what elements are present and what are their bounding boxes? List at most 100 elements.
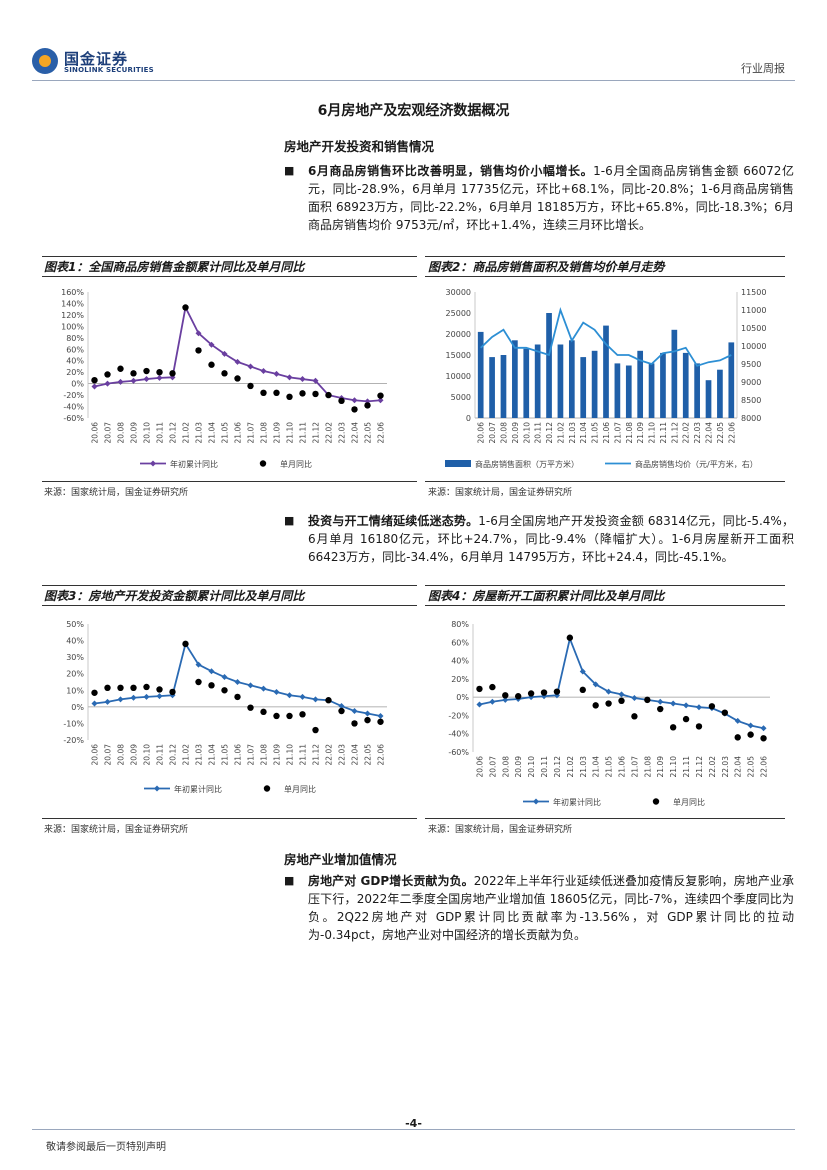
x-tick-label: 20.06 [91, 744, 100, 766]
dot-point [130, 370, 137, 377]
dot-point [351, 720, 358, 727]
figure4-source: 来源：国家统计局，国金证券研究所 [428, 825, 573, 835]
y-tick-label: 10000 [446, 372, 471, 381]
dot-point [514, 693, 522, 700]
dot-point [502, 692, 509, 699]
dot-point [221, 687, 228, 694]
legend-label: 单月同比 [284, 784, 316, 794]
dot-point [299, 390, 306, 397]
y-tick-label: 80% [66, 334, 84, 343]
paragraph-investment-lead: 投资与开工情绪延续低迷态势。 [308, 514, 479, 528]
dot-point [247, 704, 254, 711]
diamond-point [156, 374, 163, 381]
dot-point [104, 684, 111, 691]
dot-point [169, 370, 176, 377]
paragraph-investment-body: 1-6月全国房地产开发投资金额 68314亿元，同比-5.4%，6月单月 161… [308, 514, 794, 564]
bar-mark [637, 350, 644, 418]
dot-point [695, 723, 703, 730]
diamond-point [143, 376, 150, 383]
legend-swatch [445, 460, 471, 467]
dot-point [631, 713, 638, 720]
y-tick-label: 0% [456, 693, 469, 702]
x-tick-label: 22.06 [377, 422, 386, 444]
bullet-square-icon: ■ [284, 874, 295, 887]
diamond-point [695, 704, 702, 711]
dot-point [338, 397, 345, 405]
paragraph-gdp-body: 2022年上半年行业延续低迷叠加疫情反复影响，房地产业承压下行，2022年二季度… [308, 874, 794, 942]
paragraph-sales-body: 1-6月全国商品房销售金额 66072亿元，同比-28.9%，6月单月 1773… [308, 164, 794, 232]
x-tick-label: 21.12 [695, 756, 704, 778]
x-tick-label: 21.12 [312, 744, 321, 766]
x-tick-label: 20.10 [143, 744, 152, 766]
x-tick-label: 21.07 [247, 744, 256, 766]
legend-label: 年初累计同比 [170, 459, 218, 469]
dot-point [208, 682, 215, 689]
dot-point [579, 686, 586, 694]
series-line [94, 304, 381, 403]
diamond-point [618, 691, 625, 698]
footer-divider [32, 1129, 795, 1130]
diamond-point [312, 696, 319, 703]
dot-point [195, 678, 202, 686]
diamond-point [657, 698, 664, 705]
x-tick-label: 21.07 [630, 756, 639, 778]
x-tick-label: 21.06 [234, 422, 243, 444]
y-tick-label: 10% [66, 686, 84, 695]
paragraph-gdp: ■ 房地产对 GDP增长贡献为负。2022年上半年行业延续低迷叠加疫情反复影响，… [284, 872, 794, 944]
x-tick-label: 20.06 [475, 756, 484, 778]
bar-mark [523, 348, 530, 418]
bar-mark [591, 350, 598, 418]
y-tick-label: 5000 [451, 393, 471, 402]
y-tick-label: 0 [466, 414, 471, 423]
logo-text-cn: 国金证券 [64, 50, 129, 68]
y-tick-label: 30% [66, 653, 84, 662]
x-tick-label: 21.09 [636, 422, 645, 444]
x-tick-label: 21.08 [260, 422, 269, 444]
x-tick-label: 22.05 [747, 756, 756, 778]
series-line [479, 635, 764, 730]
x-tick-label: 20.11 [540, 756, 549, 778]
diamond-point [338, 703, 345, 710]
diamond-point [351, 397, 358, 404]
dot-point [605, 700, 612, 707]
figure1-bottom-rule [42, 481, 417, 482]
x-tick-label: 20.08 [117, 422, 126, 444]
dot-point [260, 389, 267, 396]
x-tick-label: 22.02 [325, 744, 334, 766]
diamond-point [117, 696, 124, 703]
y-tick-label: -20% [448, 711, 469, 720]
x-tick-label: 22.04 [705, 422, 714, 444]
diamond-point [143, 693, 150, 700]
legend-label: 年初累计同比 [553, 797, 601, 807]
figure3-bottom-rule [42, 818, 417, 819]
y-right-tick-label: 11000 [741, 306, 766, 315]
diamond-point [502, 696, 509, 703]
diamond-point [130, 694, 137, 701]
dot-point [364, 402, 371, 409]
diamond-point [221, 674, 228, 681]
x-tick-label: 21.05 [591, 422, 600, 444]
x-tick-label: 20.07 [104, 744, 113, 766]
x-tick-label: 21.03 [568, 422, 577, 444]
y-tick-label: 40% [66, 357, 84, 366]
dot-point [156, 686, 163, 693]
y-tick-label: 160% [61, 288, 84, 297]
x-tick-label: 21.05 [221, 422, 230, 444]
x-tick-label: 20.10 [143, 422, 152, 444]
legend-label: 单月同比 [280, 459, 312, 469]
x-tick-label: 21.12 [312, 422, 321, 444]
dot-point [208, 361, 215, 368]
footer-disclaimer: 敬请参阅最后一页特别声明 [46, 1142, 166, 1153]
bar-mark [534, 344, 541, 418]
diamond-point [760, 725, 767, 732]
diamond-point [631, 695, 638, 702]
legend-swatch [154, 785, 160, 792]
y-tick-label: 50% [66, 620, 84, 629]
dot-point [364, 716, 371, 724]
figure4-title: 图表4：房屋新开工面积累计同比及单月同比 [428, 589, 665, 603]
x-tick-label: 20.09 [514, 756, 523, 778]
legend-label: 商品房销售均价（元/平方米，右） [635, 459, 758, 469]
dot-point [156, 368, 163, 376]
diamond-point [377, 397, 384, 404]
diamond-point [312, 377, 319, 384]
